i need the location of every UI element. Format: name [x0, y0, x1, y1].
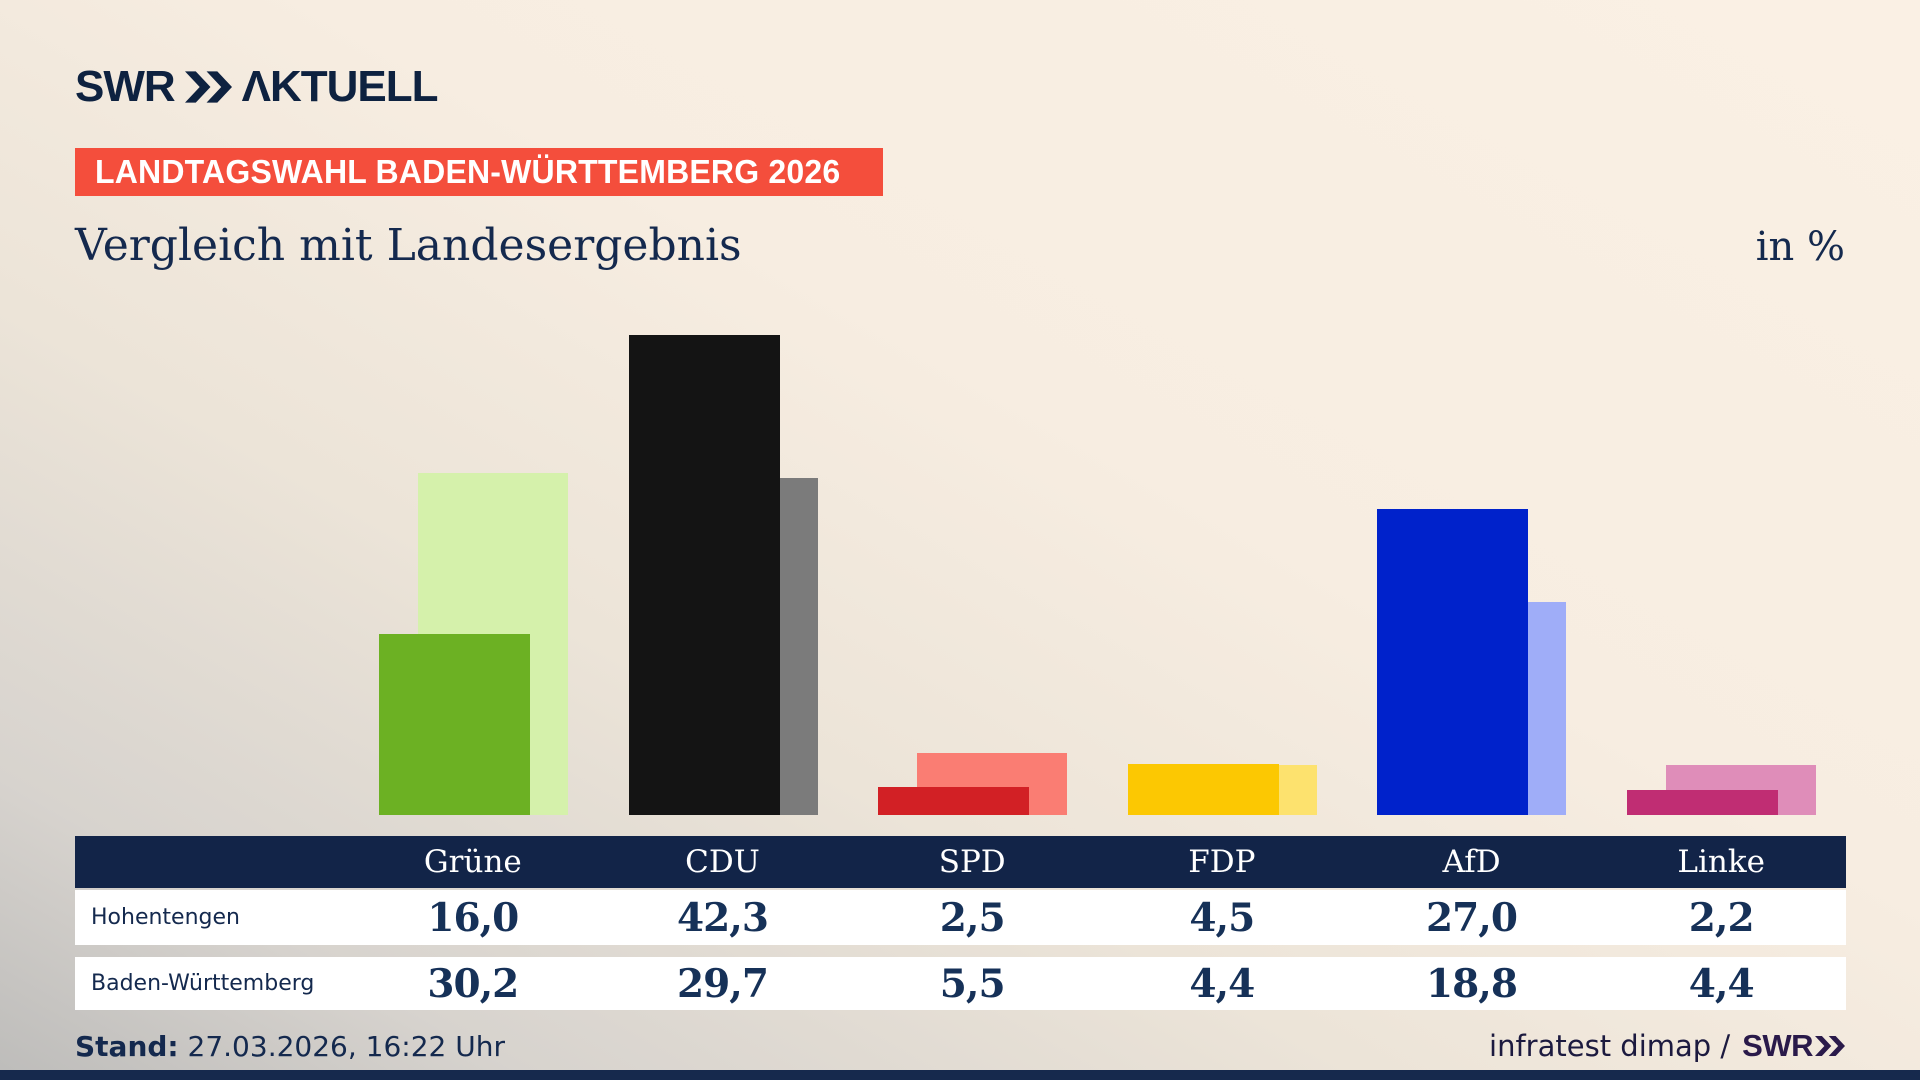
value-cell-SPD: 5,5	[939, 960, 1006, 1007]
unit-label: in %	[1755, 224, 1845, 270]
column-header-Linke: Linke	[1677, 844, 1765, 880]
value-cell-FDP: 4,5	[1189, 894, 1255, 941]
table-row: Hohentengen 16,0 42,3 2,5 4,5 27,0 2,2	[75, 890, 1846, 945]
column-header-SPD: SPD	[938, 844, 1006, 880]
election-badge: LANDTAGSWAHL BADEN-WÜRTTEMBERG 2026	[75, 148, 884, 196]
value-cell-Linke: 2,2	[1688, 894, 1755, 941]
table-header-row: Grüne CDU SPD FDP AfD Linke	[75, 836, 1846, 888]
title-row: Vergleich mit Landesergebnis in %	[75, 220, 1845, 271]
column-header-AfD: AfD	[1442, 844, 1501, 880]
value-cell-FDP: 4,4	[1189, 960, 1255, 1007]
value-cell-Grüne: 16,0	[427, 894, 519, 941]
column-header-Grüne: Grüne	[423, 844, 522, 880]
logo-aktuell-text: ΛKTUELL	[241, 62, 439, 111]
value-cell-CDU: 29,7	[677, 960, 769, 1007]
bottom-accent-bar	[0, 1070, 1920, 1080]
value-cell-Grüne: 30,2	[427, 960, 519, 1007]
chart-title: Vergleich mit Landesergebnis	[75, 220, 742, 271]
source-text: infratest dimap /	[1489, 1029, 1731, 1063]
row-label: Baden-Württemberg	[91, 971, 315, 996]
swr-brand-text: SWR	[1742, 1028, 1813, 1063]
table-row: Baden-Württemberg 30,2 29,7 5,5 4,4 18,8 4,4	[75, 957, 1846, 1010]
column-header-FDP: FDP	[1188, 844, 1256, 880]
value-cell-AfD: 18,8	[1426, 960, 1518, 1007]
logo-swr-text: SWR	[75, 62, 176, 111]
bar-chart	[75, 330, 1846, 815]
stand-timestamp: Stand: 27.03.2026, 16:22 Uhr	[75, 1030, 505, 1063]
bar-AfD-Hohentengen	[1377, 509, 1528, 815]
swr-brand: SWR	[1742, 1028, 1845, 1064]
bar-Grüne-Hohentengen	[379, 634, 530, 815]
stand-label: Stand:	[75, 1030, 179, 1063]
bar-Linke-Hohentengen	[1627, 790, 1778, 815]
election-badge-label: LANDTAGSWAHL BADEN-WÜRTTEMBERG 2026	[95, 153, 841, 190]
double-chevron-icon	[184, 71, 232, 103]
value-cell-CDU: 42,3	[677, 894, 769, 941]
stand-value: 27.03.2026, 16:22 Uhr	[187, 1030, 505, 1063]
double-chevron-icon	[1815, 1036, 1845, 1056]
bar-FDP-Hohentengen	[1128, 764, 1279, 815]
bar-CDU-Hohentengen	[629, 335, 780, 815]
value-cell-SPD: 2,5	[939, 894, 1006, 941]
source-credit: infratest dimap / SWR	[1489, 1028, 1845, 1064]
value-cell-Linke: 4,4	[1688, 960, 1755, 1007]
row-label: Hohentengen	[91, 905, 240, 930]
value-cell-AfD: 27,0	[1426, 894, 1518, 941]
column-header-CDU: CDU	[685, 844, 760, 880]
bar-SPD-Hohentengen	[878, 787, 1029, 815]
swr-aktuell-logo: SWR ΛKTUELL	[75, 62, 439, 112]
